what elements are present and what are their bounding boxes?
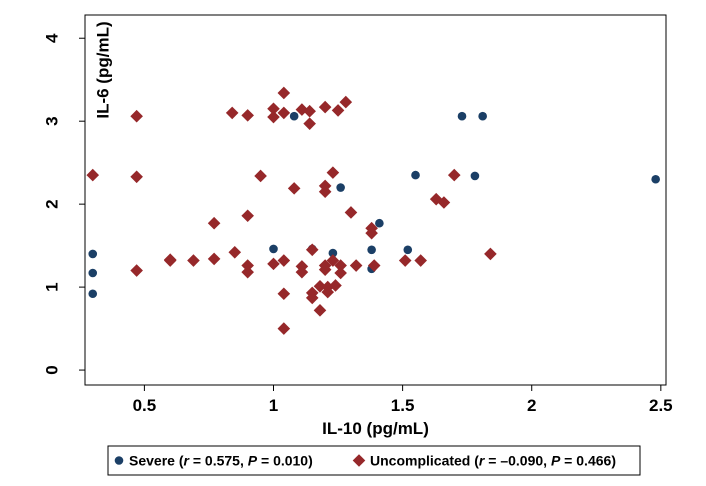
point-severe bbox=[367, 245, 376, 255]
point-uncomplicated bbox=[267, 110, 280, 124]
x-tick-label: 1 bbox=[269, 396, 278, 415]
point-uncomplicated bbox=[207, 216, 221, 230]
point-uncomplicated bbox=[329, 279, 342, 292]
point-severe bbox=[375, 218, 384, 228]
point-uncomplicated bbox=[318, 185, 332, 199]
point-uncomplicated bbox=[225, 106, 239, 120]
point-uncomplicated bbox=[313, 304, 327, 317]
x-tick-label: 0.5 bbox=[133, 396, 157, 415]
axis-labels: IL-10 (pg/mL) IL-6 (pg/mL) 0 1 2 3 4 0.5 1 1.5 2… bbox=[43, 21, 673, 438]
point-uncomplicated bbox=[303, 104, 316, 118]
point-severe bbox=[88, 249, 98, 259]
point-uncomplicated bbox=[326, 254, 340, 267]
point-severe bbox=[457, 111, 467, 121]
legend-r-value: –0.090 bbox=[500, 453, 543, 469]
point-severe bbox=[403, 245, 413, 255]
legend-marker-severe bbox=[114, 456, 124, 465]
point-uncomplicated bbox=[339, 95, 353, 109]
legend-label-uncomplicated: Uncomplicated (r = –0.090, P = 0.466) bbox=[370, 453, 616, 469]
point-uncomplicated bbox=[241, 259, 254, 272]
point-severe bbox=[478, 111, 487, 121]
point-uncomplicated bbox=[207, 252, 221, 266]
x-tick-label: 1.5 bbox=[391, 396, 415, 415]
y-tick-label: 1 bbox=[43, 282, 62, 291]
point-severe bbox=[411, 170, 420, 180]
point-uncomplicated bbox=[484, 247, 497, 261]
y-axis-title: IL-6 (pg/mL) bbox=[94, 21, 113, 118]
data-points bbox=[86, 86, 660, 335]
point-uncomplicated bbox=[437, 196, 451, 209]
point-uncomplicated bbox=[287, 182, 301, 195]
y-tick-label: 0 bbox=[43, 365, 62, 374]
legend-p-value: 0.466 bbox=[576, 453, 611, 469]
point-uncomplicated bbox=[228, 245, 242, 259]
legend-series-name: Uncomplicated bbox=[370, 453, 470, 469]
point-uncomplicated bbox=[326, 166, 340, 179]
point-uncomplicated bbox=[241, 209, 254, 223]
point-uncomplicated bbox=[277, 322, 291, 335]
point-uncomplicated bbox=[277, 106, 291, 120]
y-tick-label: 2 bbox=[43, 199, 62, 208]
point-uncomplicated bbox=[130, 264, 143, 277]
point-uncomplicated bbox=[187, 254, 200, 267]
point-uncomplicated bbox=[447, 168, 461, 182]
point-uncomplicated bbox=[295, 265, 309, 279]
point-severe bbox=[88, 289, 98, 299]
x-axis-title: IL-10 (pg/mL) bbox=[322, 419, 429, 438]
point-uncomplicated bbox=[414, 254, 427, 267]
point-uncomplicated bbox=[163, 254, 177, 267]
point-severe bbox=[289, 111, 299, 121]
point-severe bbox=[336, 183, 345, 192]
point-uncomplicated bbox=[303, 117, 316, 130]
x-tick-label: 2.5 bbox=[649, 396, 673, 415]
point-uncomplicated bbox=[241, 109, 254, 122]
point-severe bbox=[470, 171, 480, 181]
point-uncomplicated bbox=[313, 279, 327, 293]
point-uncomplicated bbox=[367, 259, 381, 272]
x-tick-label: 2 bbox=[527, 396, 536, 415]
point-severe bbox=[269, 244, 278, 254]
axes bbox=[79, 14, 667, 391]
plot-area bbox=[84, 14, 667, 386]
point-uncomplicated bbox=[130, 170, 143, 184]
point-uncomplicated bbox=[349, 259, 363, 272]
point-uncomplicated bbox=[305, 243, 319, 257]
legend-series-name: Severe bbox=[129, 453, 175, 469]
point-uncomplicated bbox=[277, 86, 291, 100]
point-uncomplicated bbox=[344, 206, 358, 219]
point-uncomplicated bbox=[277, 254, 291, 267]
point-uncomplicated bbox=[305, 291, 319, 305]
point-uncomplicated bbox=[267, 257, 280, 271]
point-uncomplicated bbox=[254, 169, 267, 183]
legend-marker-uncomplicated bbox=[352, 454, 366, 467]
legend-r-value: 0.575 bbox=[205, 453, 240, 469]
point-uncomplicated bbox=[318, 263, 332, 276]
legend-label-severe: Severe (r = 0.575, P = 0.010) bbox=[129, 453, 313, 469]
point-uncomplicated bbox=[365, 226, 378, 240]
point-severe bbox=[88, 268, 98, 278]
legend-frame bbox=[107, 445, 641, 476]
point-uncomplicated bbox=[321, 285, 335, 299]
point-severe bbox=[328, 248, 338, 258]
point-uncomplicated bbox=[130, 109, 143, 123]
point-uncomplicated bbox=[331, 104, 345, 117]
point-uncomplicated bbox=[267, 102, 280, 116]
point-uncomplicated bbox=[86, 168, 100, 182]
point-uncomplicated bbox=[334, 266, 347, 280]
point-uncomplicated bbox=[318, 100, 332, 114]
point-uncomplicated bbox=[334, 259, 347, 272]
y-tick-label: 4 bbox=[43, 33, 62, 43]
legend-p-value: 0.010 bbox=[273, 453, 308, 469]
point-severe bbox=[651, 174, 660, 184]
legend: Severe (r = 0.575, P = 0.010) Uncomplica… bbox=[107, 445, 641, 476]
y-tick-label: 3 bbox=[43, 116, 62, 125]
point-uncomplicated bbox=[277, 287, 291, 301]
point-uncomplicated bbox=[241, 265, 254, 279]
point-uncomplicated bbox=[398, 254, 412, 267]
